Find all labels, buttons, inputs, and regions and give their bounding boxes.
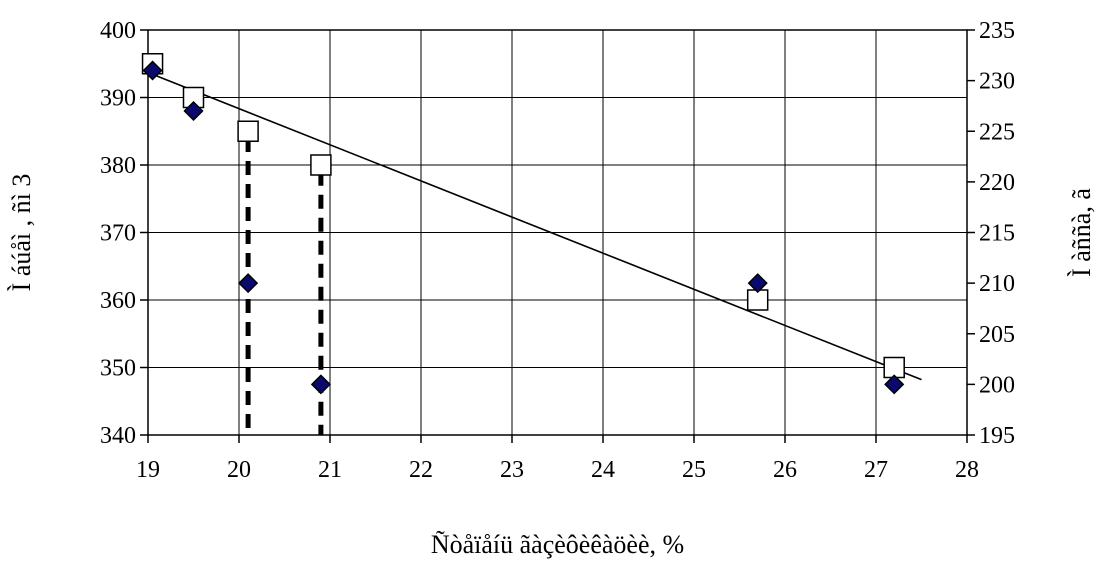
x-axis-title: Ñòåïåíü ãàçèôèêàöèè, % — [431, 530, 684, 559]
y-right-tick-label: 220 — [979, 170, 1015, 196]
square-marker — [237, 120, 259, 142]
grid — [147, 29, 968, 436]
diamond-marker — [238, 273, 259, 294]
x-tick-label: 21 — [318, 457, 342, 483]
y-left-tick-label: 400 — [100, 18, 136, 44]
y-right-axis-title: Ì àññà, ã — [1067, 188, 1096, 277]
x-tick-label: 23 — [500, 457, 524, 483]
markers-group — [141, 53, 905, 395]
y-left-tick-label: 370 — [100, 221, 136, 247]
y-left-axis-title: Ì áúåì , ñì 3 — [7, 174, 36, 292]
square-marker — [310, 154, 332, 176]
y-left-tick-label: 340 — [100, 423, 136, 449]
x-tick-label: 20 — [227, 457, 251, 483]
y-left-tick-label: 350 — [100, 356, 136, 382]
trendline — [147, 71, 922, 381]
x-tick-label: 22 — [409, 457, 433, 483]
y-right-tick-label: 205 — [979, 322, 1015, 348]
y-right-tick-label: 230 — [979, 69, 1015, 95]
x-tick-label: 27 — [864, 457, 888, 483]
y-right-tick-label: 210 — [979, 271, 1015, 297]
x-tick-label: 28 — [955, 457, 979, 483]
y-left-tick-label: 380 — [100, 153, 136, 179]
x-tick-label: 25 — [682, 457, 706, 483]
y-left-tick-label: 390 — [100, 86, 136, 112]
dashed-lines-group — [245, 138, 324, 435]
diamond-marker — [310, 374, 331, 395]
trendline-group — [147, 71, 922, 381]
diamond-marker — [183, 100, 204, 122]
diamond-marker — [142, 60, 163, 81]
y-right-tick-label: 225 — [979, 119, 1015, 145]
tick-labels-group: 19 20 21 22 23 24 25 26 27 28 340 350 360 370 380 390 40… — [100, 18, 1015, 483]
x-tick-label: 26 — [773, 457, 797, 483]
x-tick-label: 24 — [591, 457, 615, 483]
y-left-tick-label: 360 — [100, 288, 136, 314]
y-right-tick-label: 215 — [979, 221, 1015, 247]
y-right-tick-label: 200 — [979, 372, 1015, 398]
y-right-tick-label: 195 — [979, 423, 1015, 449]
x-tick-label: 19 — [136, 457, 160, 483]
diamond-marker — [747, 273, 768, 294]
y-right-tick-label: 235 — [979, 18, 1015, 44]
axis-ticks — [140, 29, 975, 443]
diamond-marker — [884, 374, 905, 395]
